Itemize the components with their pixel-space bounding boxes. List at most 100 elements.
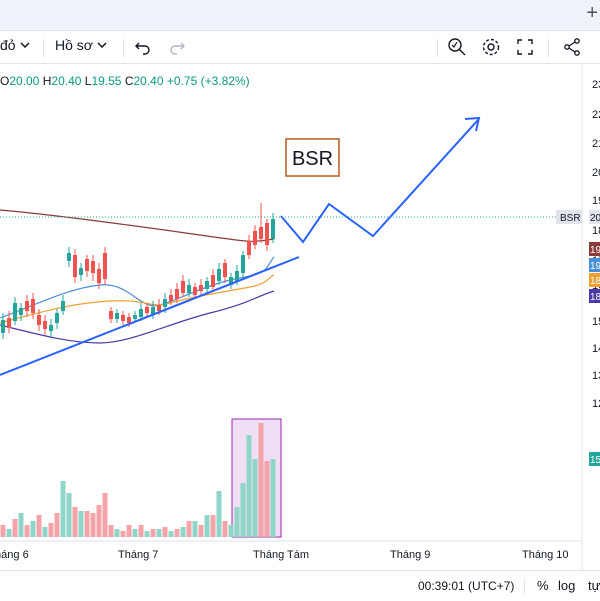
profile-dropdown[interactable]: Hồ sơ [55, 37, 107, 53]
redo-button[interactable] [165, 35, 189, 59]
change-value: +0.75 (+3.82%) [166, 74, 250, 88]
ma-purple-line [0, 290, 275, 344]
candle-body [145, 307, 149, 313]
undo-button[interactable] [131, 35, 155, 59]
volume-bar [258, 423, 264, 537]
volume-bar [270, 459, 276, 537]
ma-blue-line [0, 256, 275, 319]
candle-body [193, 287, 197, 295]
candle-body [1, 320, 5, 333]
chevron-down-icon [97, 42, 107, 48]
projection-path[interactable] [280, 119, 479, 244]
candle-body [97, 269, 101, 283]
volume-bar [264, 461, 270, 537]
toolbar-divider [548, 39, 549, 57]
candle-body [241, 255, 245, 273]
chart-type-label: đỏ [0, 37, 16, 53]
candle-body [223, 263, 227, 277]
toolbar-divider [437, 39, 438, 57]
candle-body [79, 268, 83, 275]
ticker-tag-label: BSR [560, 213, 581, 224]
volume-bar [30, 521, 36, 537]
log-scale-toggle[interactable]: log [558, 578, 576, 593]
chart-toolbar: đỏ Hồ sơ [0, 31, 600, 64]
time-axis-label: Tháng Tám [253, 549, 309, 561]
volume-bar [168, 531, 174, 537]
ma-tag-value: 19 [590, 245, 600, 256]
settings-button[interactable] [479, 35, 503, 59]
status-bar: 00:39:01 (UTC+7) % log tự [0, 570, 600, 601]
ma-tag-value: 18 [590, 292, 600, 303]
share-button[interactable] [560, 35, 584, 59]
price-axis-label: 18 [592, 225, 600, 237]
candle-body [7, 318, 11, 328]
volume-bar [240, 483, 246, 537]
candle-body [229, 277, 233, 285]
ma-tag-value: 18 [590, 276, 600, 287]
volume-bar [66, 493, 72, 537]
redo-icon [170, 42, 185, 55]
volume-bar [156, 529, 162, 537]
candle-body [109, 311, 113, 319]
volume-bar [186, 521, 192, 537]
volume-bar [180, 527, 186, 537]
gear-icon [482, 38, 500, 56]
time-axis-label: Tháng 7 [118, 549, 158, 561]
candle-body [49, 325, 53, 331]
chart-type-dropdown[interactable]: đỏ [0, 37, 30, 53]
price-axis-label: 13 [592, 370, 600, 382]
volume-bar [210, 515, 216, 537]
candle-body [139, 309, 143, 317]
candle-body [91, 261, 95, 273]
volume-tag-box [589, 452, 600, 466]
price-axis-label: 20 [592, 167, 600, 179]
price-chart[interactable]: BSR 24232221201918171615141312tháng 6Thá… [0, 63, 600, 570]
chevron-down-icon [20, 42, 30, 48]
candle-body [37, 315, 41, 325]
volume-bar [216, 491, 222, 537]
fullscreen-icon [517, 39, 533, 55]
volume-bar [36, 515, 42, 537]
volume-bar [198, 525, 204, 537]
volume-tag-value: 15 [590, 455, 600, 466]
volume-bar [174, 529, 180, 537]
bsr-annotation-label: BSR [292, 148, 333, 170]
volume-bar [54, 513, 60, 537]
ma-tag-box [589, 289, 600, 303]
ma-tag-box [589, 258, 600, 272]
high-label: H [42, 74, 52, 88]
trend-line[interactable] [0, 256, 300, 376]
candle-body [259, 227, 263, 239]
candle-body [247, 241, 251, 255]
candle-body [163, 299, 167, 307]
clock-time[interactable]: 00:39:01 (UTC+7) [418, 579, 515, 593]
auto-scale-toggle[interactable]: tự [588, 578, 600, 593]
ticker-tag-value-box [589, 210, 600, 224]
volume-bar [144, 531, 150, 537]
undo-icon [135, 42, 150, 55]
volume-bar [0, 525, 6, 537]
toolbar-divider [123, 39, 124, 57]
price-axis-label: 14 [592, 343, 600, 355]
time-axis-label: tháng 6 [0, 549, 29, 561]
add-tab-icon[interactable]: + [586, 2, 598, 24]
volume-bar [246, 435, 252, 537]
percent-scale-toggle[interactable]: % [537, 578, 549, 593]
volume-bar [132, 529, 138, 537]
candle-body [217, 269, 221, 281]
volume-bar [228, 525, 234, 537]
fullscreen-button[interactable] [513, 35, 537, 59]
volume-bar [126, 525, 132, 537]
bsr-annotation-box[interactable] [285, 138, 340, 177]
candle-body [31, 299, 35, 313]
quick-search-button[interactable] [445, 35, 469, 59]
ma-tag-box [589, 242, 600, 256]
status-divider [524, 579, 525, 594]
candle-body [265, 223, 269, 245]
volume-bar [204, 515, 210, 537]
volume-bar [6, 529, 12, 537]
search-icon [448, 38, 466, 56]
volume-bar [48, 523, 54, 537]
volume-bar [192, 521, 198, 537]
ticker-tag-box [556, 210, 582, 224]
